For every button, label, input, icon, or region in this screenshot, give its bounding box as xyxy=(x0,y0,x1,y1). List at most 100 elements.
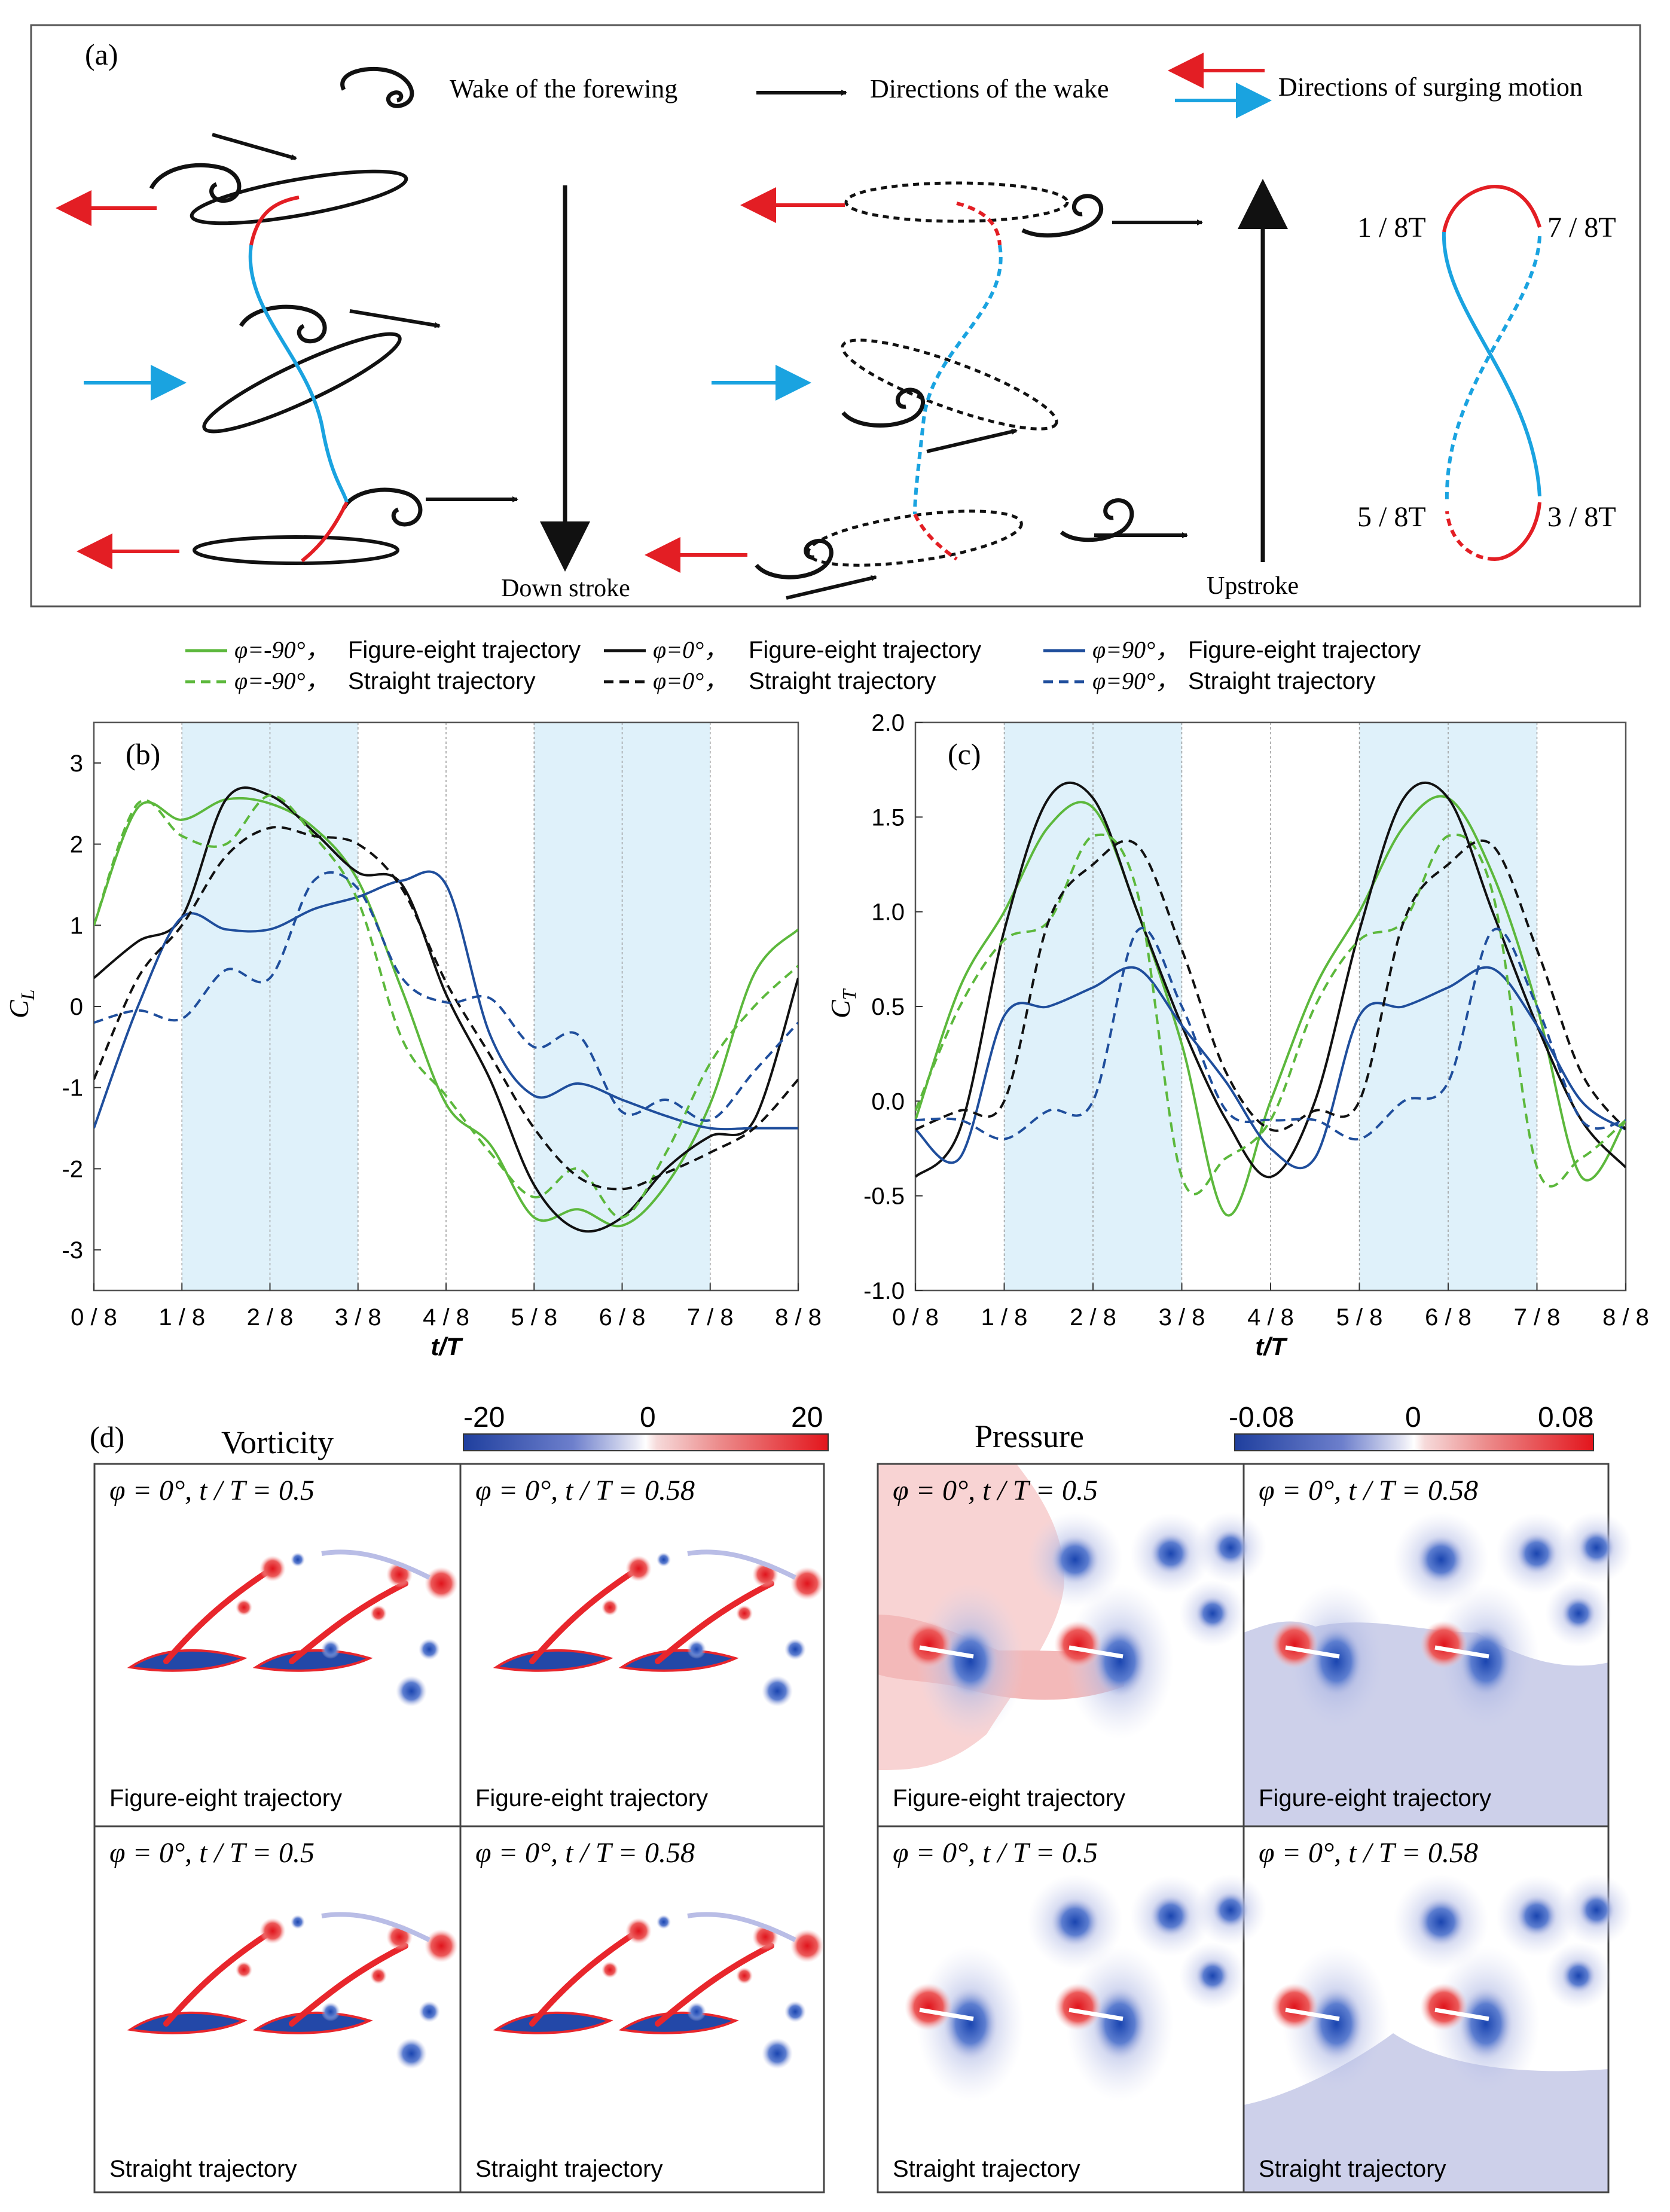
vortex-blue xyxy=(762,1676,793,1707)
airfoil-section xyxy=(127,1649,248,1672)
pressure-low-core xyxy=(1051,1898,1099,1946)
panel-a-legend: Wake of the forewing Directions of the w… xyxy=(340,53,1583,118)
airfoil-section xyxy=(1434,2007,1489,2021)
pressure-high-core xyxy=(905,1983,952,2031)
upstroke-sketch: Upstroke xyxy=(645,179,1299,600)
legend-phi: φ=90°， xyxy=(1092,667,1179,694)
flow-field-cell: φ = 0°, t / T = 0.5 Straight trajectory xyxy=(893,1837,1266,2182)
y-tick-label: 2 xyxy=(70,832,83,858)
cell-trajectory-label: Figure-eight trajectory xyxy=(1259,1785,1491,1811)
series-line xyxy=(94,786,798,1233)
press-colorbar-mid: 0 xyxy=(1405,1402,1421,1433)
vortex-blue xyxy=(784,2001,806,2022)
phase-label-7-8T: 7 / 8T xyxy=(1547,212,1616,243)
wake-vortex-icon xyxy=(1060,498,1134,542)
pressure-high-core xyxy=(1271,1621,1318,1668)
surge-path-blue-dashed xyxy=(913,245,1003,515)
pressure-low-core xyxy=(1417,1536,1465,1584)
fig8-blue-dashed xyxy=(1445,236,1541,503)
x-tick-label: 2 / 8 xyxy=(247,1304,294,1331)
y-tick-label: 1.0 xyxy=(871,899,905,926)
vortex-blue xyxy=(321,1640,340,1659)
vort-colorbar-mid: 0 xyxy=(640,1402,656,1433)
cell-condition-label: φ = 0°, t / T = 0.58 xyxy=(1259,1475,1478,1506)
downstroke-label: Down stroke xyxy=(501,575,630,602)
cell-trajectory-label: Straight trajectory xyxy=(893,2156,1080,2182)
vortex-red xyxy=(736,1967,753,1984)
x-tick-label: 3 / 8 xyxy=(1159,1304,1205,1331)
pressure-low-core xyxy=(1562,1959,1595,1993)
pressure-low-core xyxy=(1309,1625,1363,1697)
series-line xyxy=(94,871,798,1122)
fig8-top-red xyxy=(1442,184,1541,233)
press-colorbar-min: -0.08 xyxy=(1229,1402,1294,1433)
shear-layer-red xyxy=(289,1943,408,2027)
pressure-low-core xyxy=(1196,1597,1229,1630)
airfoil-section xyxy=(1285,2007,1340,2021)
panel-a-label: (a) xyxy=(85,38,118,71)
vortex-blue xyxy=(396,1676,427,1707)
pressure-low-core xyxy=(1516,1896,1557,1936)
vorticity-colorbar xyxy=(463,1433,829,1451)
surge-path-red xyxy=(301,501,349,563)
vortex-red xyxy=(736,1605,753,1622)
y-tick-label: -3 xyxy=(62,1237,83,1264)
legend-text: Straight trajectory xyxy=(749,668,936,694)
legend-phi: φ=90°， xyxy=(1092,636,1179,663)
pressure-low-core xyxy=(1459,1988,1513,2060)
y-tick-label: -1 xyxy=(62,1075,83,1102)
wake-direction-arrow xyxy=(212,133,297,160)
y-tick-label: 0 xyxy=(70,994,83,1020)
phase-label-3-8T: 3 / 8T xyxy=(1547,501,1616,533)
y-tick-label: 0.0 xyxy=(871,1088,905,1115)
x-tick-label: 2 / 8 xyxy=(1070,1304,1116,1331)
airfoil-section xyxy=(919,2007,974,2021)
x-tick-label: 5 / 8 xyxy=(511,1304,557,1331)
wing-section-bottom xyxy=(193,535,399,565)
shear-layer-red xyxy=(289,1581,408,1664)
wake-direction-arrow xyxy=(926,428,1018,453)
pressure-low-core xyxy=(1213,1892,1248,1928)
legend-phi: φ=0°， xyxy=(653,636,728,663)
shear-layer-red xyxy=(655,1581,774,1664)
airfoil-section xyxy=(1285,1645,1340,1659)
y-tick-label: 1 xyxy=(70,913,83,939)
series-group xyxy=(94,786,798,1233)
y-tick-label: -1.0 xyxy=(863,1278,905,1304)
legend-entry: φ=90°， Straight trajectory xyxy=(1043,667,1375,694)
y-axis-label: CT xyxy=(825,988,860,1018)
x-tick-label: 7 / 8 xyxy=(687,1304,734,1331)
vortex-red xyxy=(790,1567,824,1600)
x-tick-label: 4 / 8 xyxy=(423,1304,469,1331)
legend-phi: φ=-90°， xyxy=(234,636,329,663)
legend-surge-dir-text: Directions of surging motion xyxy=(1278,72,1583,102)
vortex-red xyxy=(790,1929,824,1963)
series-line xyxy=(94,797,798,1228)
series-group xyxy=(915,781,1626,1217)
y-tick-label: 2.0 xyxy=(871,710,905,736)
pressure-high-core xyxy=(1054,1983,1102,2031)
wake-direction-arrow xyxy=(349,309,441,328)
shear-layer-red xyxy=(163,1931,271,2027)
wing-section-mid xyxy=(202,332,402,434)
cell-trajectory-label: Straight trajectory xyxy=(109,2156,297,2182)
series-line xyxy=(915,795,1626,1217)
panel-c-label: (c) xyxy=(948,737,981,771)
airfoil-section xyxy=(919,1645,974,1659)
legend-entry: φ=0°， Figure-eight trajectory xyxy=(604,636,981,663)
y-tick-label: -0.5 xyxy=(863,1183,905,1210)
pressure-title: Pressure xyxy=(975,1418,1084,1454)
airfoil-section xyxy=(1068,1645,1123,1659)
pressure-low-core xyxy=(1417,1898,1465,1946)
flow-field-cell: φ = 0°, t / T = 0.58 Figure-eight traject… xyxy=(475,1475,824,1811)
vortex-blue xyxy=(291,1915,305,1929)
fig8-blue-solid xyxy=(1442,231,1541,497)
y-tick-label: 0.5 xyxy=(871,994,905,1020)
surge-path-blue xyxy=(248,245,349,503)
pressure-low-core xyxy=(1213,1530,1248,1566)
cell-trajectory-label: Straight trajectory xyxy=(1259,2156,1446,2182)
vortex-red xyxy=(370,1605,387,1622)
pressure-low-core xyxy=(1150,1896,1191,1936)
y-tick-label: -2 xyxy=(62,1156,83,1182)
